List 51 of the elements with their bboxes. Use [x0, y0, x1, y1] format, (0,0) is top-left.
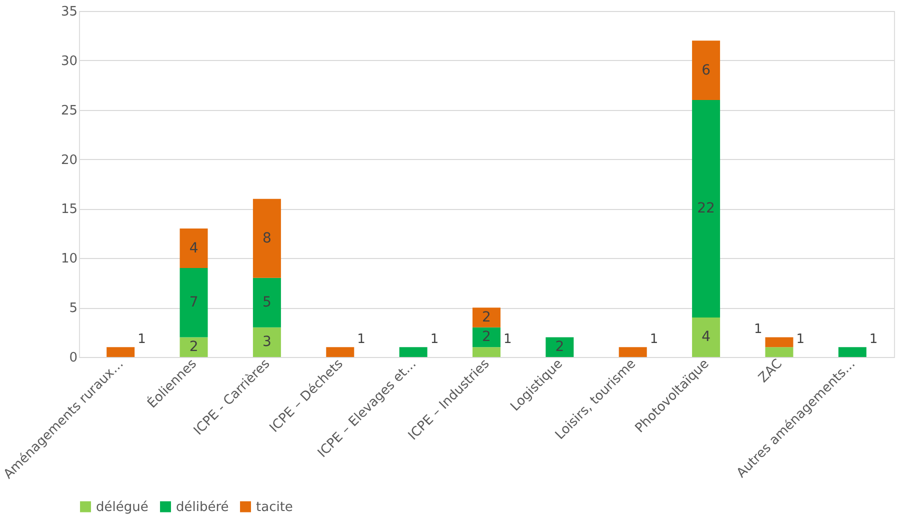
data-label: 2 [482, 309, 491, 326]
data-label: 6 [702, 62, 711, 78]
y-tick-label: 0 [69, 350, 78, 366]
y-tick-label: 10 [60, 252, 78, 267]
bar [180, 337, 208, 357]
data-label: 4 [702, 329, 711, 346]
y-tick-label: 35 [60, 4, 78, 20]
bar [472, 347, 500, 357]
bar [399, 347, 428, 357]
data-label: 1 [796, 332, 805, 348]
bar [252, 327, 281, 357]
data-label: 1 [754, 322, 762, 338]
data-label: 4 [189, 240, 198, 256]
legend-label: tacite [256, 500, 293, 515]
data-label: 1 [650, 332, 658, 348]
bar [765, 347, 794, 357]
bar [180, 268, 208, 338]
bar [838, 347, 866, 357]
data-label: 2 [189, 339, 198, 356]
data-label: 3 [262, 334, 272, 350]
y-tick-label: 15 [60, 202, 78, 218]
bar [765, 337, 794, 348]
bar [546, 337, 574, 357]
bar [252, 198, 281, 278]
data-label: 8 [262, 230, 272, 246]
bar [472, 327, 500, 348]
data-label: 1 [504, 332, 512, 348]
bar [106, 347, 135, 357]
data-label: 22 [697, 200, 715, 217]
y-tick-label: 5 [69, 301, 78, 316]
data-label: 7 [189, 294, 198, 311]
y-tick-label: 30 [60, 54, 78, 69]
bar [618, 347, 647, 357]
legend-label: délégué [96, 500, 148, 515]
bar [326, 347, 354, 357]
data-label: 5 [262, 294, 272, 311]
bar [252, 278, 281, 328]
bar [692, 100, 720, 318]
data-label: 1 [138, 332, 146, 348]
data-label: 1 [430, 332, 439, 348]
bar [692, 40, 720, 100]
legend-label: délibéré [176, 500, 229, 515]
data-label: 2 [482, 329, 491, 346]
data-label: 2 [555, 339, 564, 356]
bar [692, 317, 720, 357]
y-tick-label: 20 [60, 152, 78, 168]
y-tick-label: 25 [60, 103, 78, 118]
bar [472, 308, 500, 328]
data-label: 1 [357, 332, 366, 348]
data-label: 1 [869, 332, 878, 348]
bar [180, 228, 208, 268]
